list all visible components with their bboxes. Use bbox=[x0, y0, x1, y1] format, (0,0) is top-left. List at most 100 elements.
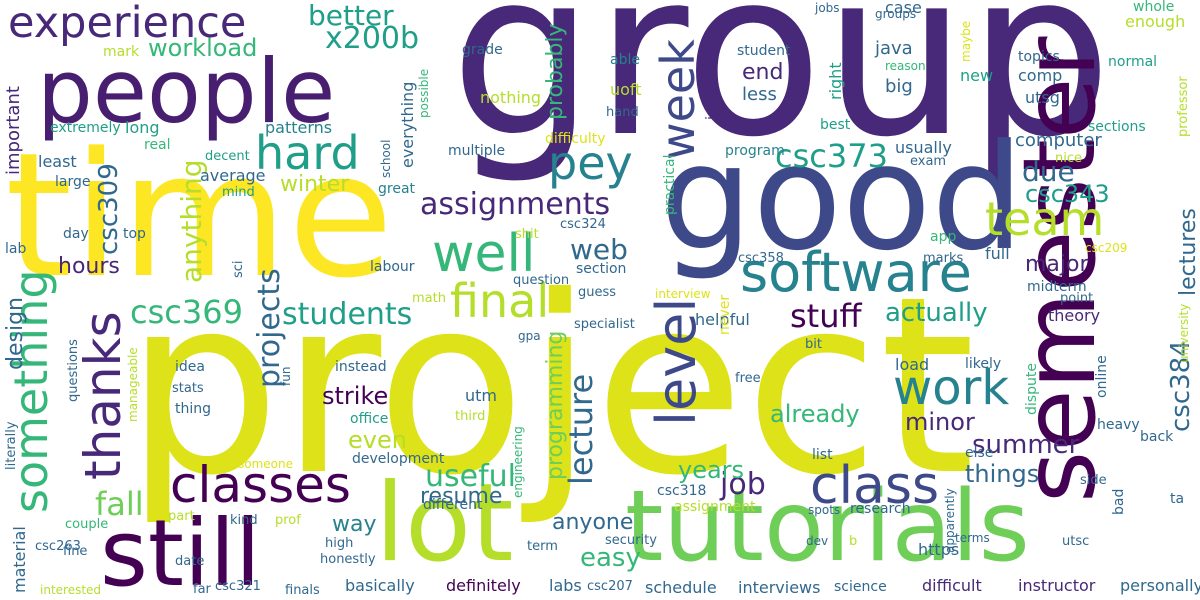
word-utsg: utsg bbox=[1025, 88, 1060, 107]
word-utm: utm bbox=[465, 386, 497, 405]
word-job: job bbox=[720, 467, 766, 502]
word-lectures: lectures bbox=[1176, 208, 1200, 296]
word-honestly: honestly bbox=[320, 552, 376, 567]
word-end: end bbox=[742, 60, 784, 85]
word-years: years bbox=[678, 456, 745, 484]
word-practical: practical bbox=[662, 154, 678, 215]
word-week: week bbox=[651, 39, 705, 160]
word-average: average bbox=[200, 166, 266, 185]
word-fall: fall bbox=[95, 485, 144, 523]
word-actually: actually bbox=[885, 298, 988, 328]
word-thing: thing bbox=[175, 401, 212, 417]
word-interview: interview bbox=[655, 287, 711, 301]
word-day: day bbox=[63, 226, 89, 242]
word-possible: possible bbox=[417, 68, 431, 118]
word-case: case bbox=[885, 0, 922, 17]
word-right: right bbox=[826, 62, 845, 100]
word-patterns: patterns bbox=[265, 118, 333, 137]
word-long: long bbox=[125, 118, 160, 137]
word-https: https bbox=[918, 540, 960, 559]
word-csc343: csc343 bbox=[1025, 180, 1110, 208]
word-better: better bbox=[308, 0, 394, 32]
word-midterm: midterm bbox=[1027, 279, 1087, 295]
word-third: third bbox=[455, 409, 486, 424]
word-school: school bbox=[379, 139, 393, 178]
word-sci: sci bbox=[231, 260, 246, 278]
word-due: due bbox=[1022, 155, 1075, 188]
word-csc263: csc263 bbox=[35, 539, 81, 554]
word-reason: reason bbox=[885, 59, 926, 73]
word-experience: experience bbox=[8, 0, 247, 48]
word-students: students bbox=[282, 297, 413, 332]
word-manageable: manageable bbox=[126, 347, 140, 422]
word-fine: fine bbox=[63, 544, 88, 559]
word-idea: idea bbox=[175, 359, 205, 375]
word-material: material bbox=[10, 526, 29, 593]
word-kind: kind bbox=[230, 513, 258, 528]
word-difficult: difficult bbox=[922, 576, 982, 595]
word-science: science bbox=[834, 579, 887, 595]
word-usually: usually bbox=[895, 138, 952, 157]
word-whole: whole bbox=[1133, 0, 1175, 15]
word-workload: workload bbox=[148, 34, 258, 62]
word-engineering: engineering bbox=[511, 426, 525, 498]
word-finals: finals bbox=[285, 583, 320, 598]
word-team: team bbox=[985, 192, 1105, 246]
word-term: term bbox=[527, 539, 558, 554]
word-csc309: csc309 bbox=[94, 163, 124, 255]
word-stuff: stuff bbox=[790, 297, 862, 335]
word-time: time bbox=[5, 115, 394, 316]
word-multiple: multiple bbox=[448, 143, 506, 159]
word-date: date bbox=[175, 554, 205, 569]
word-mind: mind bbox=[222, 185, 255, 200]
word-top: top bbox=[123, 226, 146, 242]
word-app: app bbox=[930, 229, 957, 245]
word-pey: pey bbox=[548, 136, 633, 190]
word-instead: instead bbox=[335, 359, 387, 375]
word-csc321: csc321 bbox=[215, 579, 261, 594]
word-classes: classes bbox=[170, 456, 351, 514]
word-winter: winter bbox=[280, 172, 350, 197]
word-student: student bbox=[737, 43, 791, 59]
word-theory: theory bbox=[1048, 306, 1101, 325]
word-group: group bbox=[450, 0, 1113, 187]
word-assignments: assignments bbox=[420, 187, 611, 222]
word-maybe: maybe bbox=[959, 20, 973, 62]
word-full: full bbox=[985, 244, 1010, 263]
word-csc369: csc369 bbox=[130, 293, 243, 331]
word-strike: strike bbox=[322, 382, 389, 410]
word-csc358: csc358 bbox=[738, 251, 784, 266]
word-else: else bbox=[965, 445, 994, 461]
word-good: good bbox=[660, 113, 1025, 283]
word-final: final bbox=[450, 274, 550, 328]
word-specialist: specialist bbox=[574, 317, 635, 332]
word-new: new bbox=[960, 66, 994, 85]
word-useful: useful bbox=[425, 459, 517, 494]
word-schedule: schedule bbox=[645, 578, 717, 597]
word-someone: someone bbox=[238, 457, 293, 471]
word-x200b: x200b bbox=[325, 21, 420, 56]
word-sections: sections bbox=[1088, 119, 1146, 135]
word-gpa: gpa bbox=[518, 329, 541, 343]
word-stats: stats bbox=[172, 381, 204, 396]
word-development: development bbox=[352, 451, 445, 467]
word-utsc: utsc bbox=[1062, 534, 1090, 549]
word-csc373: csc373 bbox=[775, 137, 888, 175]
word-resume: resume bbox=[420, 484, 503, 509]
word-less: less bbox=[742, 84, 777, 105]
word-interested: interested bbox=[40, 583, 102, 597]
word-project: project bbox=[125, 244, 976, 529]
word-large: large bbox=[55, 174, 91, 190]
word-interesting: interesting bbox=[704, 44, 720, 120]
word-csc324: csc324 bbox=[560, 217, 606, 232]
word-free: free bbox=[735, 371, 761, 386]
word-fun: fun bbox=[279, 366, 293, 386]
word-major: major bbox=[1025, 252, 1089, 277]
word-personally: personally bbox=[1120, 576, 1200, 595]
word-far: far bbox=[193, 582, 211, 597]
word-never: never bbox=[717, 294, 733, 335]
word-heavy: heavy bbox=[1097, 417, 1140, 433]
word-couple: couple bbox=[65, 517, 109, 532]
word-side: side bbox=[1080, 473, 1107, 488]
word-terms: terms bbox=[955, 531, 990, 545]
